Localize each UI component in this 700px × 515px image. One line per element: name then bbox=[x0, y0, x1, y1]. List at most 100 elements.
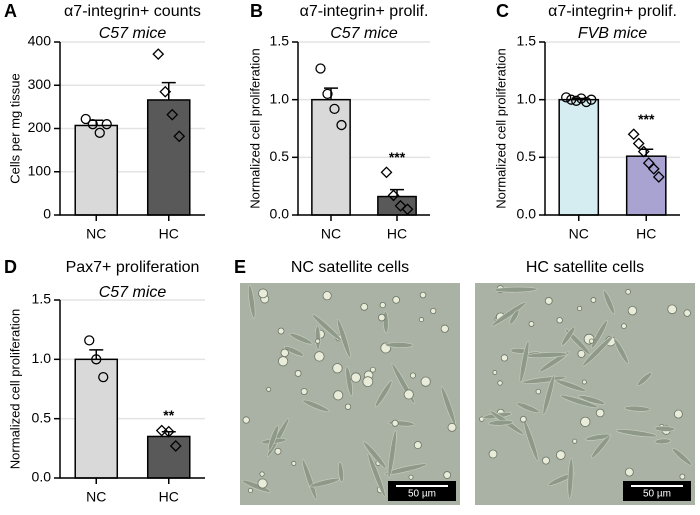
cell bbox=[671, 447, 693, 466]
cell bbox=[387, 430, 397, 479]
x-tick-label: HC bbox=[387, 226, 407, 242]
data-point bbox=[394, 199, 407, 212]
cell bbox=[314, 325, 321, 350]
data-point bbox=[98, 371, 109, 383]
cell bbox=[516, 402, 540, 414]
cell bbox=[294, 370, 302, 377]
cell bbox=[603, 290, 615, 315]
cell bbox=[491, 301, 527, 327]
cell bbox=[488, 449, 498, 459]
cell bbox=[247, 487, 253, 494]
cell bbox=[500, 354, 509, 362]
bar bbox=[146, 99, 191, 216]
cell bbox=[280, 348, 289, 358]
cell bbox=[555, 379, 587, 392]
cell bbox=[378, 313, 386, 322]
cell bbox=[679, 473, 686, 480]
cell bbox=[257, 478, 268, 489]
cell bbox=[581, 379, 587, 385]
cell bbox=[360, 303, 369, 311]
axes bbox=[297, 42, 430, 216]
cell bbox=[637, 372, 652, 386]
cell bbox=[488, 419, 514, 426]
cell bbox=[683, 309, 691, 317]
cell bbox=[519, 340, 530, 383]
cell bbox=[333, 390, 344, 401]
cell bbox=[556, 317, 563, 324]
cell bbox=[497, 380, 503, 386]
cell bbox=[580, 416, 591, 427]
cell bbox=[572, 438, 578, 444]
cell bbox=[542, 456, 550, 465]
cell bbox=[278, 356, 289, 367]
micrograph: HC satellite cells 50 µm bbox=[475, 259, 695, 505]
cell bbox=[379, 301, 386, 309]
cell bbox=[266, 386, 272, 392]
x-tick-label: HC bbox=[636, 226, 656, 242]
chart-subtitle: C57 mice bbox=[99, 284, 167, 301]
y-tick-label: 300 bbox=[28, 76, 52, 92]
cell bbox=[578, 395, 606, 405]
data-point bbox=[101, 119, 112, 130]
data-point bbox=[652, 171, 665, 183]
data-point bbox=[401, 203, 414, 216]
y-tick-label: 200 bbox=[28, 119, 52, 135]
cell bbox=[403, 389, 414, 400]
data-point bbox=[632, 137, 645, 150]
cell bbox=[667, 304, 677, 315]
cell bbox=[591, 435, 611, 459]
panel-letter: D bbox=[4, 257, 17, 277]
cell bbox=[345, 366, 353, 397]
data-point bbox=[566, 94, 577, 105]
y-tick-label: 0.5 bbox=[32, 409, 52, 425]
cell bbox=[621, 323, 627, 330]
bar bbox=[146, 435, 191, 479]
data-point bbox=[169, 440, 182, 452]
error-bar bbox=[161, 81, 176, 100]
cell bbox=[627, 306, 638, 316]
scale-label: 50 µm bbox=[643, 489, 671, 500]
chart-subtitle: FVB mice bbox=[578, 25, 647, 42]
y-axis-label: Normalized cell proliferation bbox=[247, 48, 262, 208]
y-tick-label: 400 bbox=[28, 33, 52, 49]
cell bbox=[654, 425, 676, 432]
y-axis-label: Normalized cell proliferation bbox=[493, 48, 508, 208]
cell bbox=[332, 363, 343, 374]
cell bbox=[409, 372, 416, 379]
cell bbox=[577, 349, 586, 358]
cell bbox=[625, 289, 631, 295]
significance: *** bbox=[389, 149, 406, 165]
cell bbox=[522, 375, 567, 384]
cell bbox=[418, 317, 424, 323]
cell bbox=[419, 291, 427, 299]
chart-subtitle: C57 mice bbox=[330, 25, 398, 42]
y-tick-label: 1.5 bbox=[517, 33, 537, 49]
data-point bbox=[315, 63, 326, 74]
cell bbox=[509, 309, 520, 325]
cell bbox=[443, 471, 452, 479]
data-point bbox=[581, 96, 592, 108]
micrograph: NC satellite cells 50 µm bbox=[240, 259, 460, 505]
cell bbox=[283, 345, 304, 357]
x-tick-label: NC bbox=[86, 226, 106, 242]
cell bbox=[322, 291, 332, 301]
cell bbox=[588, 338, 595, 344]
cell bbox=[391, 419, 399, 427]
cell bbox=[577, 305, 583, 311]
data-point bbox=[561, 92, 572, 103]
y-axis-label: Normalized cell proliferation bbox=[7, 309, 22, 469]
cell bbox=[420, 376, 431, 387]
y-tick-label: 0.0 bbox=[32, 469, 52, 485]
cell bbox=[520, 415, 527, 423]
y-tick-label: 1.0 bbox=[270, 90, 290, 106]
x-tick-label: NC bbox=[86, 489, 106, 505]
data-point bbox=[152, 48, 165, 61]
axes bbox=[59, 300, 205, 479]
chart-title: Pax7+ proliferation bbox=[66, 259, 200, 276]
cell bbox=[582, 335, 614, 367]
image-title: HC satellite cells bbox=[526, 259, 644, 276]
bar bbox=[74, 358, 119, 479]
